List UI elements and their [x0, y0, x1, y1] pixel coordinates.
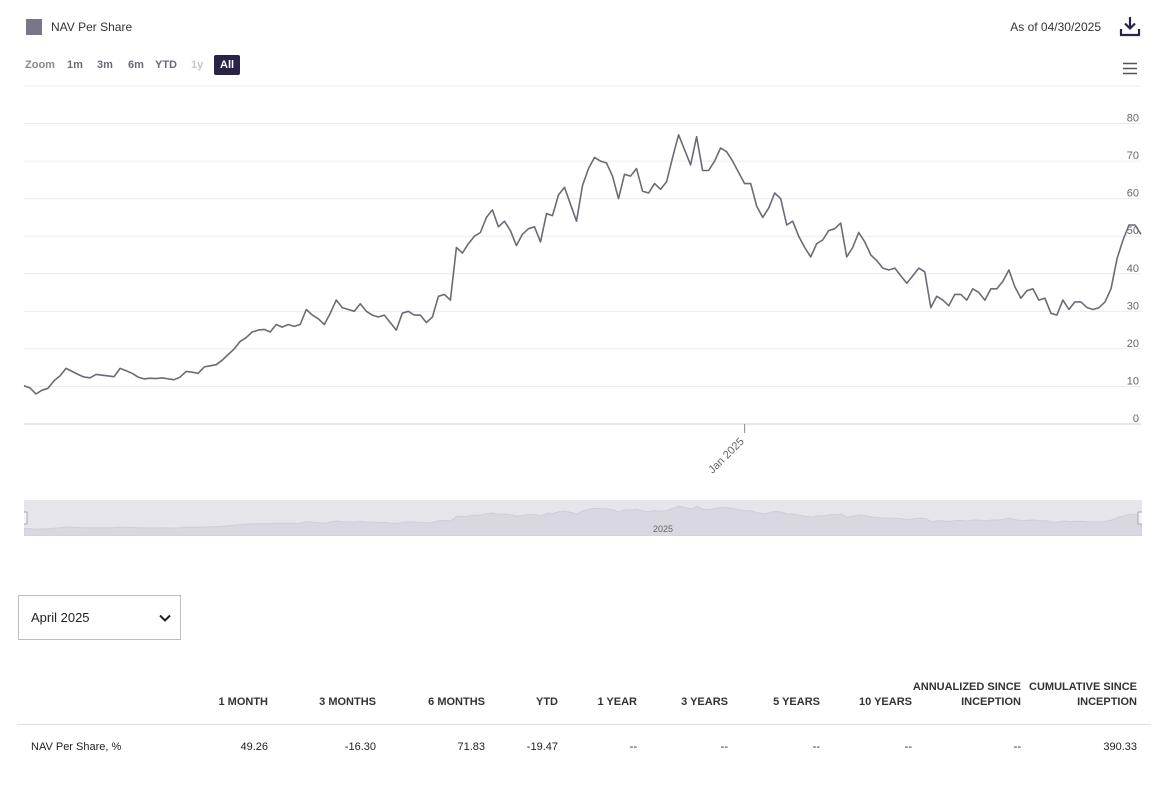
grid-lines	[24, 85, 1141, 425]
table-cell: --	[812, 741, 820, 753]
performance-table: 1 MONTH 3 MONTHS 6 MONTHS YTD 1 YEAR 3 Y…	[17, 676, 1151, 753]
zoom-all-button[interactable]: All	[214, 55, 241, 75]
table-row: NAV Per Share, % 49.26 -16.30 71.83 -19.…	[17, 725, 1151, 753]
nav-series-line[interactable]	[23, 134, 1142, 395]
table-cell: --	[904, 741, 912, 753]
navigator-left-handle[interactable]	[24, 511, 28, 525]
legend-swatch[interactable]	[26, 19, 42, 35]
table-header: CUMULATIVE SINCE INCEPTION	[1021, 676, 1151, 725]
table-header: 3 YEARS	[637, 676, 728, 725]
table-header: 1 YEAR	[558, 676, 637, 725]
zoom-ytd-button[interactable]: YTD	[155, 59, 177, 71]
nav-line-chart[interactable]: 0 10 20 30 40 50 60 70 80 Jan 2025	[0, 80, 1165, 490]
legend-label[interactable]: NAV Per Share	[51, 20, 133, 34]
y-tick-label: 40	[1127, 263, 1139, 275]
y-tick-label: 70	[1127, 150, 1139, 162]
navigator-area	[24, 505, 1142, 536]
y-tick-label: 0	[1133, 413, 1139, 425]
download-icon[interactable]	[1119, 15, 1141, 37]
x-tick-label: Jan 2025	[706, 436, 746, 476]
zoom-1y-button[interactable]: 1y	[191, 59, 204, 71]
y-tick-label: 30	[1127, 300, 1139, 312]
navigator-year-label: 2025	[653, 524, 673, 534]
table-header-blank	[17, 676, 177, 725]
period-select-value: April 2025	[31, 610, 90, 625]
table-header: 10 YEARS	[820, 676, 912, 725]
table-header: YTD	[485, 676, 558, 725]
period-select[interactable]: April 2025	[18, 595, 181, 640]
y-tick-label: 60	[1127, 188, 1139, 200]
range-navigator[interactable]: 2025	[24, 500, 1142, 536]
y-tick-label: 10	[1127, 375, 1139, 387]
table-header: ANNUALIZED SINCE INCEPTION	[912, 676, 1021, 725]
y-tick-label: 20	[1127, 338, 1139, 350]
table-cell: -19.47	[526, 741, 558, 753]
y-tick-label: 80	[1127, 113, 1139, 125]
table-header: 3 MONTHS	[268, 676, 376, 725]
zoom-label: Zoom	[25, 59, 55, 71]
table-cell: --	[1013, 741, 1021, 753]
navigator-right-handle[interactable]	[1137, 511, 1142, 525]
hamburger-menu-icon[interactable]	[1121, 59, 1139, 77]
table-header: 5 YEARS	[728, 676, 820, 725]
zoom-3m-button[interactable]: 3m	[97, 59, 113, 71]
table-cell: 49.26	[240, 741, 268, 753]
table-cell: 71.83	[457, 741, 485, 753]
table-cell: --	[629, 741, 637, 753]
table-header-row: 1 MONTH 3 MONTHS 6 MONTHS YTD 1 YEAR 3 Y…	[17, 676, 1151, 725]
table-cell: 390.33	[1103, 741, 1137, 753]
table-header: 6 MONTHS	[376, 676, 485, 725]
row-label: NAV Per Share, %	[31, 741, 122, 753]
table-header: 1 MONTH	[177, 676, 268, 725]
table-cell: -16.30	[344, 741, 376, 753]
as-of-date: As of 04/30/2025	[1010, 20, 1101, 34]
zoom-1m-button[interactable]: 1m	[67, 59, 83, 71]
zoom-6m-button[interactable]: 6m	[128, 59, 144, 71]
y-tick-label: 50	[1127, 225, 1139, 237]
x-axis-ticks: Jan 2025	[706, 424, 747, 476]
chevron-down-icon	[158, 611, 172, 625]
table-cell: --	[720, 741, 728, 753]
y-axis-ticks: 0 10 20 30 40 50 60 70 80	[1127, 113, 1139, 425]
